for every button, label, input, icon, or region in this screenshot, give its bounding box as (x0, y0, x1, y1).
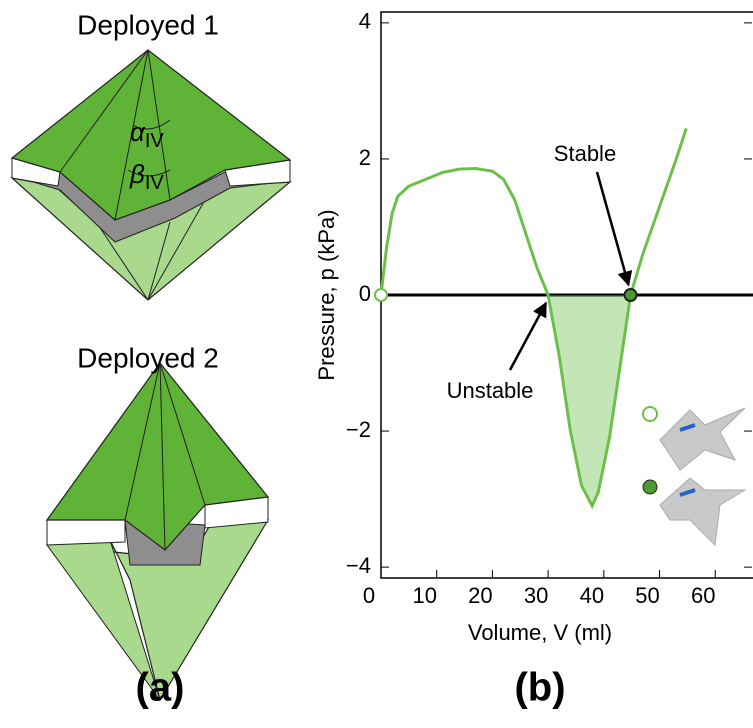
annotation-arrow (510, 303, 546, 370)
area-fill (548, 295, 630, 506)
x-tick-label: 0 (363, 583, 375, 608)
x-tick-label: 60 (691, 583, 715, 608)
panel-label: (a) (136, 666, 185, 710)
point-marker (625, 289, 637, 301)
y-tick-label: 4 (359, 9, 371, 34)
panel-a: αIV βIV Deployed 1 Deployed 2 (a) (12, 9, 290, 709)
inset-shape (660, 478, 745, 545)
y-tick-label: 2 (359, 145, 371, 170)
annotation: Unstable (447, 378, 534, 403)
title-top: Deployed 1 (77, 9, 219, 40)
x-tick-label: 10 (412, 583, 436, 608)
white-strip (47, 520, 125, 545)
data-line (381, 128, 686, 506)
x-tick-label: 30 (524, 583, 548, 608)
title-bottom: Deployed 2 (77, 342, 219, 373)
figure: αIV βIV Deployed 1 Deployed 2 (a) −4−202… (0, 0, 753, 728)
point-marker (375, 289, 387, 301)
inset-shape (660, 408, 745, 470)
y-axis-label: Pressure, p (kPa) (314, 209, 339, 380)
alpha-sub: IV (145, 130, 165, 152)
x-tick-label: 50 (635, 583, 659, 608)
x-tick-label: 40 (580, 583, 604, 608)
y-tick-label: −4 (346, 553, 371, 578)
y-tick-label: −2 (346, 417, 371, 442)
y-tick-label: 0 (359, 281, 371, 306)
alpha-symbol: α (130, 117, 146, 147)
annotation-arrow (597, 172, 629, 285)
annotation: Stable (554, 141, 616, 166)
beta-symbol: β (129, 159, 145, 189)
panel-label: (b) (514, 666, 565, 710)
beta-sub: IV (145, 172, 165, 194)
inset-marker (643, 480, 657, 494)
x-axis-label: Volume, V (ml) (468, 620, 612, 645)
x-tick-label: 20 (468, 583, 492, 608)
inset-marker (643, 407, 657, 421)
